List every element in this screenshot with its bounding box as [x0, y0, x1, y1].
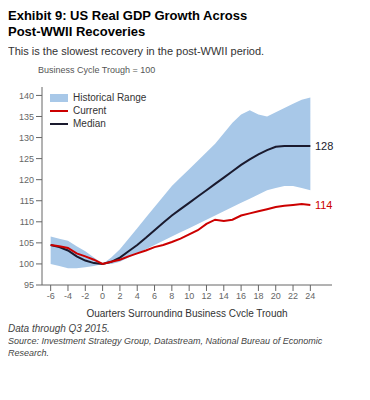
svg-text:128: 128 — [315, 140, 333, 152]
svg-text:114: 114 — [315, 199, 333, 211]
svg-text:110: 110 — [20, 217, 34, 227]
svg-text:16: 16 — [236, 291, 246, 301]
svg-text:120: 120 — [19, 175, 34, 185]
html-text:Exhibit 9: US Real GDP Growth: Exhibit 9: US Real GDP Growth Across Pos… — [8, 8, 248, 39]
svg-text:0: 0 — [100, 291, 105, 301]
svg-text:135: 135 — [19, 112, 34, 122]
svg-text:8: 8 — [169, 291, 174, 301]
html-text:Data through Q3 2015.: Data through Q3 2015. — [8, 323, 110, 334]
html-text:Business Cycle Trough = 100: Business Cycle Trough = 100 — [38, 65, 156, 75]
svg-text:18: 18 — [253, 291, 263, 301]
svg-text:-4: -4 — [64, 291, 72, 301]
svg-text:4: 4 — [135, 291, 140, 301]
svg-text:12: 12 — [201, 291, 211, 301]
html-text:Current: Current — [73, 105, 107, 116]
html-text:Median: Median — [73, 118, 106, 129]
svg-text:-2: -2 — [81, 291, 89, 301]
svg-text:130: 130 — [19, 133, 34, 143]
svg-text:-6: -6 — [47, 291, 55, 301]
svg-text:14: 14 — [219, 291, 229, 301]
svg-text:115: 115 — [20, 196, 34, 206]
html-text:Source: Investment Strategy Gr: Source: Investment Strategy Group, Datas… — [8, 336, 323, 358]
svg-text:Quarters Surrounding Business: Quarters Surrounding Business Cycle Trou… — [86, 308, 287, 317]
svg-text:140: 140 — [19, 91, 34, 101]
svg-text:24: 24 — [305, 291, 315, 301]
svg-text:125: 125 — [19, 154, 34, 164]
svg-text:105: 105 — [19, 238, 34, 248]
html-text:Historical Range: Historical Range — [73, 92, 147, 103]
svg-text:10: 10 — [184, 291, 194, 301]
html-text:This is the slowest recovery i: This is the slowest recovery in the post… — [8, 45, 265, 57]
svg-text:95: 95 — [24, 280, 34, 290]
svg-text:6: 6 — [152, 291, 157, 301]
svg-text:22: 22 — [288, 291, 298, 301]
svg-text:100: 100 — [19, 259, 34, 269]
svg-text:20: 20 — [271, 291, 281, 301]
svg-text:2: 2 — [117, 291, 122, 301]
